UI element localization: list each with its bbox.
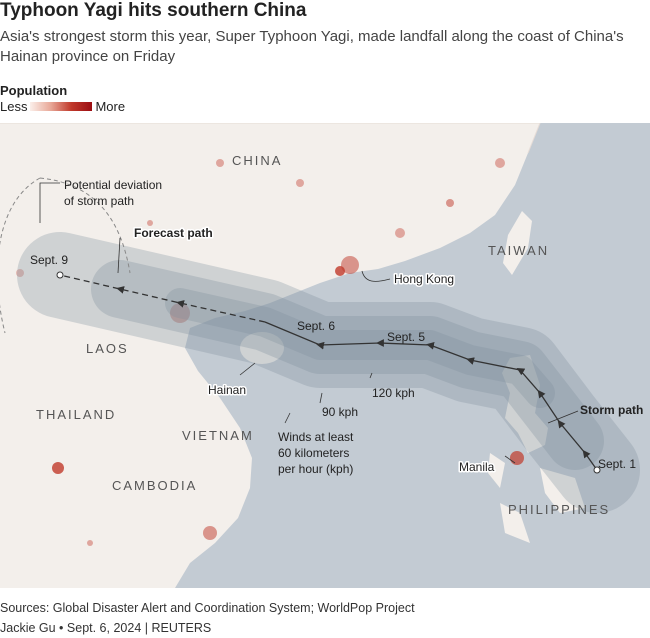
title: Typhoon Yagi hits southern China [0,0,307,21]
country-label: PHILIPPINES [508,502,610,517]
place-label: Hong Kong [394,272,454,286]
credit: Jackie Gu • Sept. 6, 2024 | REUTERS [0,621,212,635]
deviation-line: of storm path [64,194,134,208]
country-label: TAIWAN [488,243,549,258]
legend-low: Less [0,99,28,114]
country-label: CAMBODIA [112,478,197,493]
track-start [593,466,601,474]
country-label: VIETNAM [182,428,254,443]
track-end [56,271,64,279]
map: CHINA TAIWAN LAOS THAILAND VIETNAM CAMBO… [0,123,650,588]
deviation-label: Potential deviation of storm path [64,178,165,208]
wind-label: 120 kph [372,386,415,400]
date-label: Sept. 6 [297,319,335,333]
philippine-islands [488,453,585,543]
legend: Population Less More [0,83,125,114]
place-label: Manila [459,460,495,474]
hainan-island [240,332,284,364]
storm-track [264,321,598,471]
wind-label: Winds at least 60 kilometers per hour (k… [278,430,357,476]
storm-label: Storm path [580,403,643,417]
legend-title: Population [0,83,68,98]
legend-scale: Less More [0,99,125,114]
forecast-track [59,274,266,323]
forecast-label: Forecast path [134,226,213,240]
deviation-cone [0,177,131,334]
legend-high: More [95,99,126,114]
place-label: Hainan [208,383,246,397]
deviation-line: Potential deviation [64,178,162,192]
wind-label: 90 kph [322,405,358,419]
date-label: Sept. 5 [387,330,425,344]
wind-line: per hour (kph) [278,462,353,476]
footer: Sources: Global Disaster Alert and Coord… [0,598,415,638]
legend-gradient [30,102,93,111]
mainland [0,123,540,588]
wind-line: 60 kilometers [278,446,349,460]
taiwan-island [503,211,532,275]
sources: Sources: Global Disaster Alert and Coord… [0,601,415,615]
population-dots [16,158,524,546]
leader-lines [39,182,579,464]
country-label: CHINA [232,153,282,168]
date-label: Sept. 1 [598,457,636,471]
wind-line: Winds at least [278,430,354,444]
subtitle: Asia's strongest storm this year, Super … [0,28,624,65]
coast [0,123,541,154]
date-label: Sept. 9 [30,253,68,267]
country-label: LAOS [86,341,129,356]
country-label: THAILAND [36,407,116,422]
